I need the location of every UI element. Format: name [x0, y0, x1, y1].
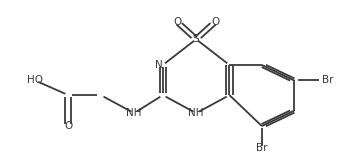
Text: O: O	[173, 17, 181, 27]
Text: Br: Br	[256, 143, 268, 153]
Text: S: S	[193, 34, 199, 44]
Text: HO: HO	[27, 75, 43, 86]
Text: N: N	[155, 60, 163, 70]
Text: O: O	[64, 121, 73, 131]
Text: Br: Br	[322, 75, 333, 86]
Text: O: O	[211, 17, 219, 27]
Text: NH: NH	[188, 108, 204, 118]
Text: NH: NH	[126, 108, 142, 118]
